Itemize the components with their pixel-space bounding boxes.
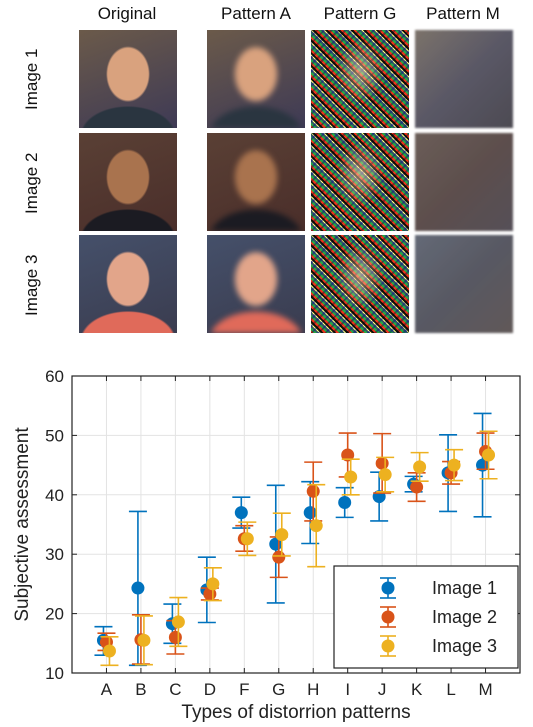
y-tick-label: 10 (45, 664, 64, 683)
column-title-pattern-a: Pattern A (221, 4, 291, 23)
data-point (306, 484, 320, 498)
thumbnail-3-1 (79, 235, 177, 333)
data-point (375, 456, 389, 470)
face-silhouette (207, 235, 305, 333)
legend-label: Image 1 (432, 578, 497, 598)
legend-label: Image 3 (432, 636, 497, 656)
thumbnail-3-3 (311, 235, 409, 333)
face-silhouette (311, 235, 409, 333)
thumbnail-1-2 (207, 30, 305, 128)
data-point (378, 468, 392, 482)
data-point (344, 470, 358, 484)
face-silhouette (207, 30, 305, 128)
x-tick-label: C (169, 680, 181, 699)
data-point (410, 480, 424, 494)
data-point (413, 460, 427, 474)
column-title-pattern-g: Pattern G (323, 4, 397, 23)
data-point (272, 550, 286, 564)
data-point (275, 528, 289, 542)
data-point (102, 644, 116, 658)
y-tick-label: 50 (45, 426, 64, 445)
face-silhouette (79, 235, 177, 333)
column-title-original: Original (97, 4, 157, 23)
data-point (137, 633, 151, 647)
x-tick-label: K (411, 680, 423, 699)
face-silhouette (311, 30, 409, 128)
x-tick-label: J (378, 680, 387, 699)
face-silhouette (207, 133, 305, 231)
face-silhouette (79, 133, 177, 231)
column-title-pattern-m: Pattern M (426, 4, 500, 23)
legend-label: Image 2 (432, 607, 497, 627)
x-tick-label: F (239, 680, 249, 699)
thumbnail-3-4 (415, 235, 513, 333)
x-tick-label: M (478, 680, 492, 699)
y-tick-label: 60 (45, 367, 64, 386)
row-title-image-2: Image 2 (22, 152, 41, 214)
data-point (338, 496, 352, 510)
y-axis-label: Subjective assessment (12, 427, 33, 622)
assessment-chart: 10 20 30 40 50 60 A B C D F G H I J K L M Types of distorr… (12, 367, 521, 723)
thumbnail-3-2 (207, 235, 305, 333)
legend-marker (381, 639, 395, 653)
x-tick-label: B (135, 680, 146, 699)
data-point (168, 630, 182, 644)
row-title-image-3: Image 3 (22, 254, 41, 316)
y-tick-label: 40 (45, 486, 64, 505)
legend-marker (381, 581, 395, 595)
data-point (309, 519, 323, 533)
row-title-image-1: Image 1 (22, 48, 41, 110)
plot-frame (71, 375, 521, 674)
x-axis-label: Types of distorrion patterns (181, 702, 410, 723)
thumbnail-2-4 (415, 133, 513, 231)
data-point (303, 506, 317, 520)
x-tick-label: D (204, 680, 216, 699)
x-tick-label: A (101, 680, 113, 699)
thumbnail-1-4 (415, 30, 513, 128)
face-silhouette (311, 133, 409, 231)
legend-marker (381, 610, 395, 624)
data-point (171, 615, 185, 629)
thumbnail-2-1 (79, 133, 177, 231)
legend-box (333, 565, 519, 669)
data-point (341, 448, 355, 462)
x-tick-label: G (272, 680, 285, 699)
thumbnail-1-1 (79, 30, 177, 128)
face-silhouette (79, 30, 177, 128)
data-point (234, 506, 248, 520)
y-tick-label: 30 (45, 545, 64, 564)
data-point (240, 532, 254, 546)
thumbnail-2-3 (311, 133, 409, 231)
data-point (447, 458, 461, 472)
data-point (206, 577, 220, 591)
x-tick-label: I (345, 680, 350, 699)
x-tick-label: H (307, 680, 319, 699)
thumbnail-1-3 (311, 30, 409, 128)
data-point (482, 448, 496, 462)
thumbnail-2-2 (207, 133, 305, 231)
x-tick-label: L (446, 680, 455, 699)
y-tick-label: 20 (45, 605, 64, 624)
data-point (131, 581, 145, 595)
